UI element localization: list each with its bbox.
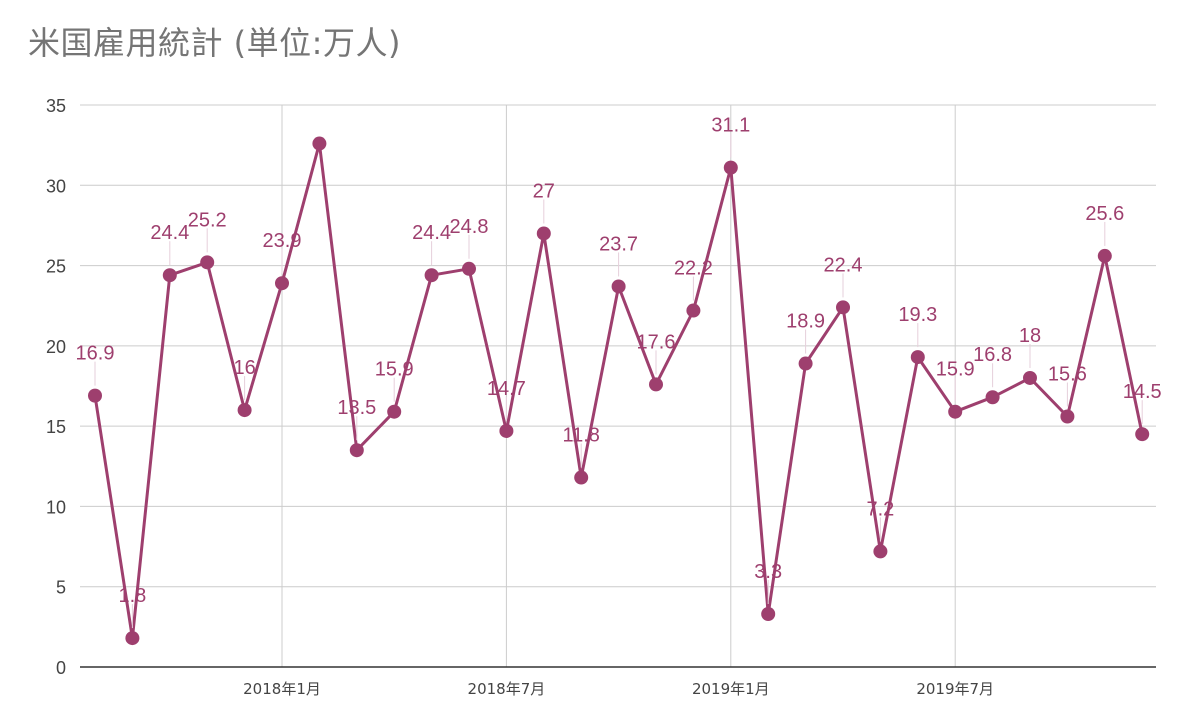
data-label: 17.6	[637, 331, 676, 353]
data-label: 27	[533, 180, 555, 202]
data-label: 7.2	[866, 498, 894, 520]
data-label: 15.9	[375, 359, 414, 381]
data-point	[387, 404, 402, 419]
data-label: 22.2	[674, 258, 713, 280]
y-tick-label: 0	[56, 658, 66, 678]
data-label: 14.7	[487, 378, 526, 400]
x-tick-label: 2018年1月	[243, 680, 321, 698]
data-label: 18.9	[786, 311, 825, 333]
data-point	[686, 303, 701, 318]
data-label: 25.6	[1085, 203, 1124, 225]
y-tick-label: 30	[46, 176, 66, 196]
data-point	[88, 388, 102, 403]
data-points	[88, 136, 1150, 646]
data-label: 14.5	[1123, 381, 1162, 403]
data-point	[873, 544, 888, 559]
data-point	[761, 607, 776, 622]
data-point	[462, 261, 476, 276]
data-label: 31.1	[711, 115, 750, 137]
data-point	[125, 631, 140, 646]
data-label: 25.2	[188, 209, 227, 231]
data-label: 23.7	[599, 233, 638, 255]
data-point	[1060, 409, 1075, 424]
data-series	[93, 142, 1144, 640]
data-labels: 16.91.824.425.21623.913.515.924.424.814.…	[76, 115, 1162, 629]
data-point	[1135, 427, 1150, 442]
data-point	[798, 356, 813, 371]
x-tick-label: 2019年7月	[916, 680, 994, 698]
data-label: 16.9	[76, 343, 115, 365]
data-point	[723, 160, 738, 175]
data-label: 24.4	[150, 222, 189, 244]
data-point	[237, 403, 252, 418]
data-label: 24.4	[412, 222, 451, 244]
y-tick-label: 20	[46, 337, 66, 357]
data-label: 23.9	[263, 230, 302, 252]
data-label: 11.8	[562, 425, 599, 447]
x-tick-label: 2019年1月	[692, 680, 770, 698]
data-label: 22.4	[824, 254, 863, 276]
data-point	[162, 268, 177, 283]
data-point	[200, 255, 215, 270]
data-point	[1097, 248, 1112, 263]
series-line	[93, 142, 1144, 640]
data-point	[275, 276, 289, 291]
x-tick-label: 2018年7月	[468, 680, 546, 698]
data-label: 18	[1019, 325, 1041, 347]
y-axis-ticks: 0 5 10 15 20 25 30 35	[46, 96, 66, 678]
data-label: 15.9	[936, 359, 975, 381]
data-point	[836, 300, 850, 315]
chart-title: 米国雇用統計 (単位:万人)	[28, 24, 401, 62]
data-point	[649, 377, 663, 392]
data-label: 16.8	[973, 344, 1012, 366]
data-point	[985, 390, 1000, 405]
horizontal-gridlines	[80, 104, 1156, 588]
y-tick-label: 15	[46, 417, 66, 437]
data-point	[536, 226, 551, 241]
data-point	[1023, 370, 1037, 385]
data-point	[424, 268, 439, 283]
data-point	[948, 404, 963, 419]
data-label: 16	[233, 357, 255, 379]
data-point	[349, 443, 364, 458]
data-point	[574, 470, 589, 485]
data-label: 24.8	[450, 216, 489, 238]
data-point	[312, 136, 327, 151]
data-point	[910, 350, 925, 365]
data-label: 15.6	[1048, 364, 1087, 386]
y-tick-label: 5	[56, 578, 66, 598]
data-label: 13.5	[337, 397, 376, 419]
data-point	[499, 423, 514, 438]
y-tick-label: 10	[46, 497, 66, 517]
data-label: 19.3	[898, 304, 937, 326]
x-axis-ticks: 2018年1月 2018年7月 2019年1月 2019年7月	[243, 680, 994, 698]
data-point	[611, 279, 626, 294]
y-tick-label: 35	[46, 96, 66, 116]
data-label: 3.3	[754, 561, 782, 583]
y-tick-label: 25	[46, 257, 66, 277]
data-label: 1.8	[118, 585, 146, 607]
